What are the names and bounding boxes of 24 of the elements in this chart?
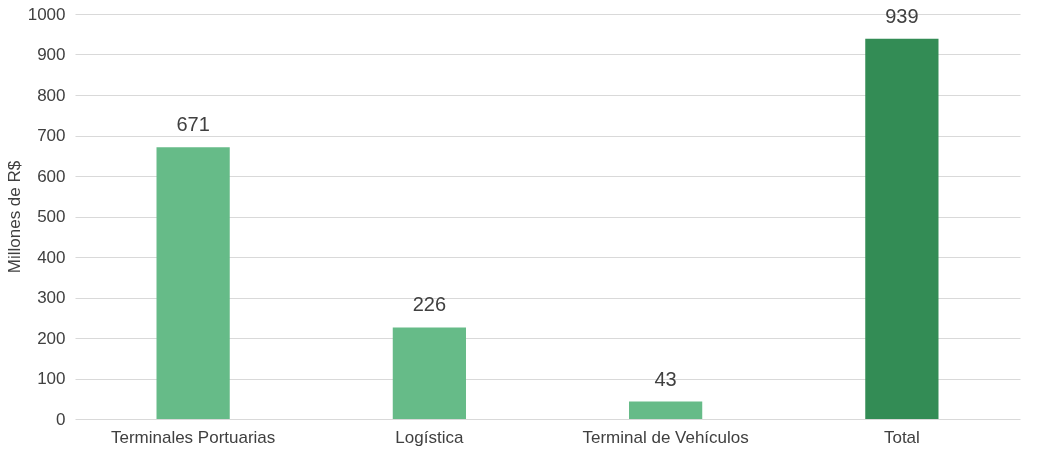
- y-tick-label: 900: [37, 45, 66, 64]
- data-label: 671: [176, 113, 210, 136]
- x-tick-label: Logística: [395, 427, 464, 447]
- y-tick-label: 400: [37, 247, 66, 267]
- y-axis-title: Millones de R$: [4, 160, 24, 274]
- x-tick-label: Terminal de Vehículos: [582, 427, 749, 447]
- data-label: 43: [654, 367, 677, 390]
- data-label: 226: [412, 293, 447, 316]
- y-tick-label: 300: [37, 288, 66, 307]
- y-tick-label: 600: [37, 166, 66, 186]
- y-tick-label: 1000: [27, 4, 66, 24]
- bar: [629, 401, 703, 419]
- bar: [865, 38, 939, 419]
- y-tick-label: 800: [37, 85, 66, 105]
- x-tick-label: Total: [883, 427, 920, 447]
- x-tick-label: Terminales Portuarias: [110, 427, 276, 447]
- bar: [392, 327, 466, 419]
- y-tick-label: 100: [37, 369, 66, 388]
- y-tick-label: 200: [37, 328, 66, 348]
- y-tick-label: 0: [56, 409, 66, 429]
- y-tick-label: 500: [37, 207, 66, 226]
- bar: [156, 147, 230, 419]
- y-tick-label: 700: [37, 126, 66, 145]
- data-label: 939: [885, 4, 919, 27]
